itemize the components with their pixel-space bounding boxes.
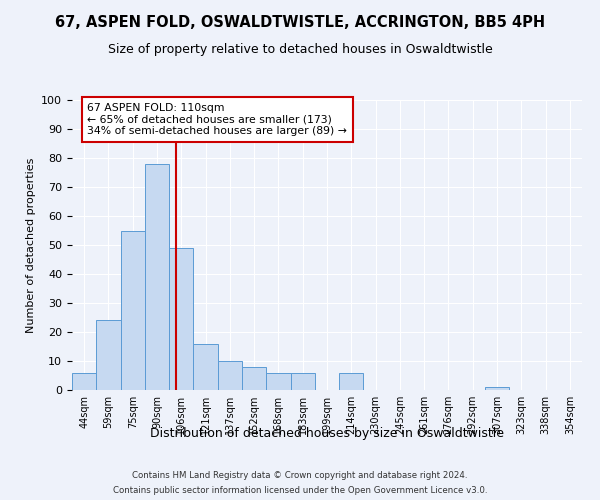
Bar <box>145 164 169 390</box>
Bar <box>485 387 509 390</box>
Text: 67, ASPEN FOLD, OSWALDTWISTLE, ACCRINGTON, BB5 4PH: 67, ASPEN FOLD, OSWALDTWISTLE, ACCRINGTO… <box>55 15 545 30</box>
Bar <box>193 344 218 390</box>
Bar <box>169 248 193 390</box>
Bar <box>96 320 121 390</box>
Bar <box>72 372 96 390</box>
Text: 67 ASPEN FOLD: 110sqm
← 65% of detached houses are smaller (173)
34% of semi-det: 67 ASPEN FOLD: 110sqm ← 65% of detached … <box>88 103 347 136</box>
Y-axis label: Number of detached properties: Number of detached properties <box>26 158 36 332</box>
Bar <box>218 361 242 390</box>
Text: Distribution of detached houses by size in Oswaldtwistle: Distribution of detached houses by size … <box>150 428 504 440</box>
Text: Contains HM Land Registry data © Crown copyright and database right 2024.: Contains HM Land Registry data © Crown c… <box>132 471 468 480</box>
Bar <box>266 372 290 390</box>
Bar <box>242 367 266 390</box>
Text: Contains public sector information licensed under the Open Government Licence v3: Contains public sector information licen… <box>113 486 487 495</box>
Text: Size of property relative to detached houses in Oswaldtwistle: Size of property relative to detached ho… <box>107 42 493 56</box>
Bar <box>339 372 364 390</box>
Bar <box>121 230 145 390</box>
Bar <box>290 372 315 390</box>
